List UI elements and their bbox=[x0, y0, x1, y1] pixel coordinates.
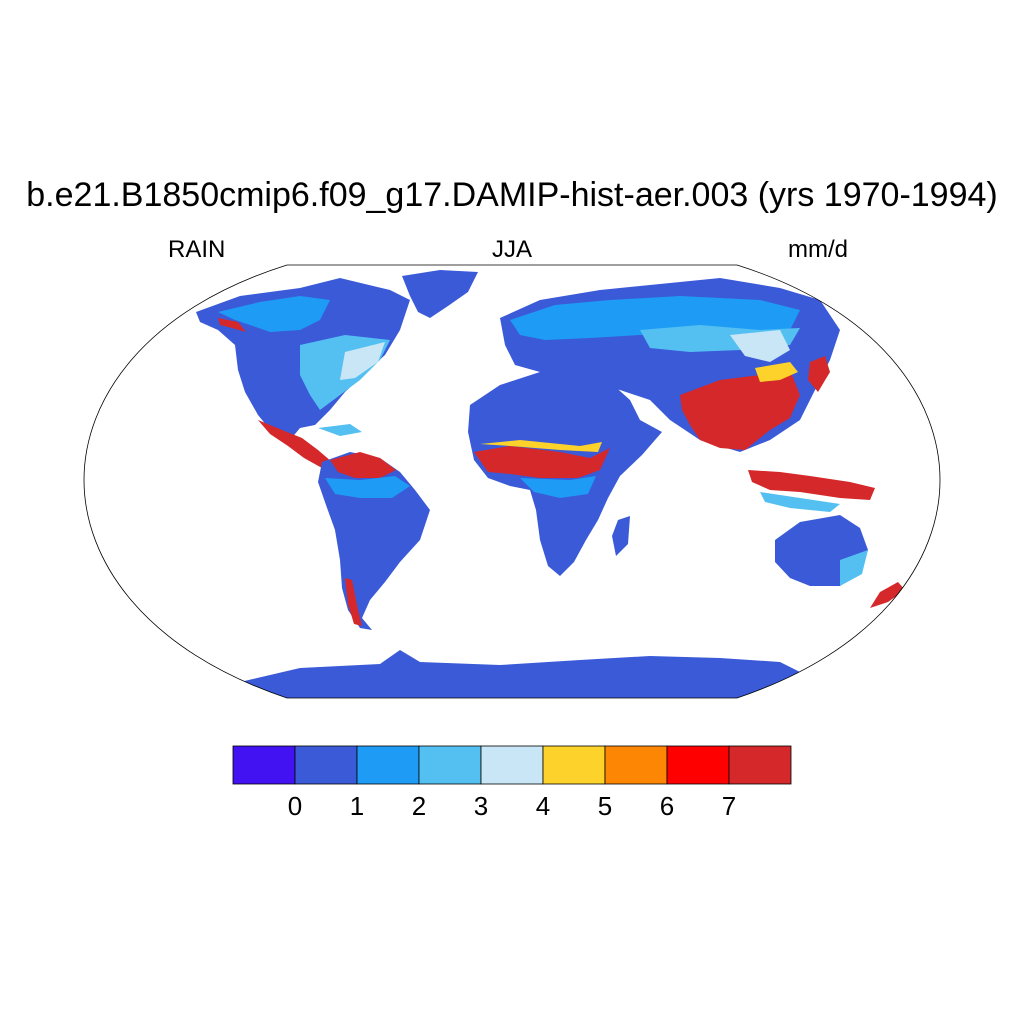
sahel-edge bbox=[480, 440, 602, 452]
colorbar-tick-label: 7 bbox=[721, 791, 737, 821]
colorbar-swatch bbox=[604, 745, 668, 785]
colorbar-swatch bbox=[542, 745, 606, 785]
northeast-usa bbox=[340, 342, 385, 380]
canada-moist-band bbox=[218, 296, 330, 332]
sahel-band bbox=[474, 446, 610, 478]
globe-outline bbox=[83, 264, 941, 699]
colorbar-tick-label: 5 bbox=[597, 791, 613, 821]
colorbar-tick-label: 1 bbox=[349, 791, 365, 821]
colorbar-swatch bbox=[480, 745, 544, 785]
colorbar-swatch bbox=[232, 745, 296, 785]
colorbar-swatch bbox=[294, 745, 358, 785]
australia-coast bbox=[840, 550, 868, 586]
colorbar-swatch bbox=[356, 745, 420, 785]
equatorial-africa bbox=[520, 476, 596, 498]
colorbar bbox=[232, 745, 792, 785]
indonesia-south bbox=[760, 492, 840, 512]
maritime-continent bbox=[748, 470, 875, 500]
antarctica bbox=[240, 650, 800, 698]
east-asia-monsoon bbox=[680, 370, 800, 450]
colorbar-tick-label: 4 bbox=[535, 791, 551, 821]
greenland bbox=[402, 270, 478, 318]
colorbar-swatch bbox=[728, 745, 792, 785]
colorbar-tick-label: 3 bbox=[473, 791, 489, 821]
new-zealand bbox=[870, 582, 905, 608]
alaska-coast bbox=[218, 318, 246, 332]
amazon-margin bbox=[325, 476, 410, 498]
colorbar-tick-label: 2 bbox=[411, 791, 427, 821]
caribbean bbox=[318, 424, 362, 436]
colorbar-tick-label: 0 bbox=[287, 791, 303, 821]
central-america bbox=[258, 420, 332, 468]
colorbar-swatch bbox=[666, 745, 730, 785]
colorbar-tick-label: 6 bbox=[659, 791, 675, 821]
madagascar bbox=[612, 516, 630, 556]
japan bbox=[808, 356, 830, 392]
amazon-north bbox=[330, 452, 396, 478]
andes-south bbox=[345, 578, 362, 626]
china-margin bbox=[755, 362, 798, 382]
units-label: mm/d bbox=[788, 236, 848, 263]
land-fields bbox=[196, 270, 905, 698]
plot-title: b.e21.B1850cmip6.f09_g17.DAMIP-hist-aer.… bbox=[26, 176, 998, 214]
colorbar-swatch bbox=[418, 745, 482, 785]
variable-label: RAIN bbox=[168, 236, 226, 263]
season-label: JJA bbox=[491, 236, 532, 263]
northeast-china bbox=[730, 330, 790, 362]
